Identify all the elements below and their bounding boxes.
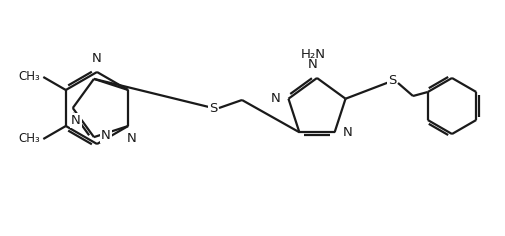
Text: N: N (126, 132, 136, 145)
Text: N: N (342, 126, 351, 139)
Text: S: S (209, 101, 217, 114)
Text: N: N (71, 114, 80, 127)
Text: CH₃: CH₃ (19, 132, 40, 146)
Text: N: N (100, 129, 111, 142)
Text: N: N (308, 58, 317, 71)
Text: N: N (270, 92, 280, 105)
Text: N: N (92, 52, 102, 65)
Text: CH₃: CH₃ (19, 71, 40, 84)
Text: H₂N: H₂N (300, 48, 325, 61)
Text: S: S (387, 75, 395, 88)
